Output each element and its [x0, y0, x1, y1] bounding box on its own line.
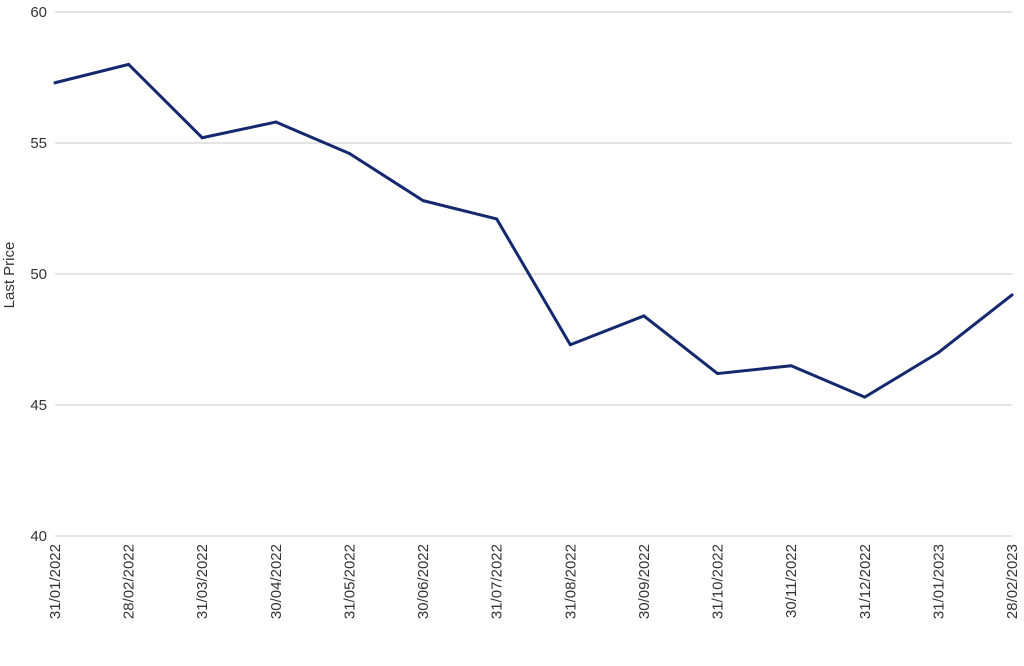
x-axis-ticks: 31/01/2022 28/02/2022 31/03/2022 30/04/2022…	[47, 544, 1021, 619]
data-point	[53, 81, 57, 85]
data-point	[421, 199, 425, 203]
x-tick-label: 30/09/2022	[636, 544, 653, 619]
series-line-0	[53, 62, 1014, 399]
x-tick-label: 31/01/2023	[930, 544, 947, 619]
data-point	[936, 351, 940, 355]
x-tick-label: 30/11/2022	[783, 544, 800, 618]
gridlines	[55, 11, 1012, 537]
x-tick-label: 31/10/2022	[710, 544, 727, 619]
data-point	[716, 372, 720, 376]
x-tick-label: 28/02/2022	[121, 544, 138, 619]
data-point	[642, 314, 646, 318]
x-tick-label: 31/03/2022	[194, 544, 211, 619]
data-point	[127, 62, 131, 66]
y-tick-label: 50	[30, 266, 47, 283]
x-tick-label: 31/12/2022	[857, 544, 874, 619]
x-tick-label: 30/04/2022	[268, 544, 285, 619]
data-point	[863, 395, 867, 399]
x-tick-label: 31/05/2022	[341, 544, 358, 619]
y-tick-label: 40	[30, 528, 47, 545]
data-point	[274, 120, 278, 124]
x-tick-label: 31/08/2022	[562, 544, 579, 619]
data-point	[789, 364, 793, 368]
x-tick-label: 28/02/2023	[1004, 544, 1021, 619]
x-tick-label: 30/06/2022	[415, 544, 432, 619]
x-tick-label: 31/01/2022	[47, 544, 64, 619]
y-axis-title: Last Price	[1, 242, 18, 309]
y-tick-label: 60	[30, 4, 47, 21]
data-point	[568, 343, 572, 347]
data-point	[1010, 293, 1014, 297]
data-point	[495, 217, 499, 221]
y-axis-ticks: 40 45 50 55 60	[30, 4, 47, 545]
x-tick-label: 31/07/2022	[489, 544, 506, 619]
y-tick-label: 45	[30, 397, 47, 414]
data-point	[200, 136, 204, 140]
data-point	[347, 151, 351, 155]
y-tick-label: 55	[30, 135, 47, 152]
series-layer	[53, 62, 1014, 399]
